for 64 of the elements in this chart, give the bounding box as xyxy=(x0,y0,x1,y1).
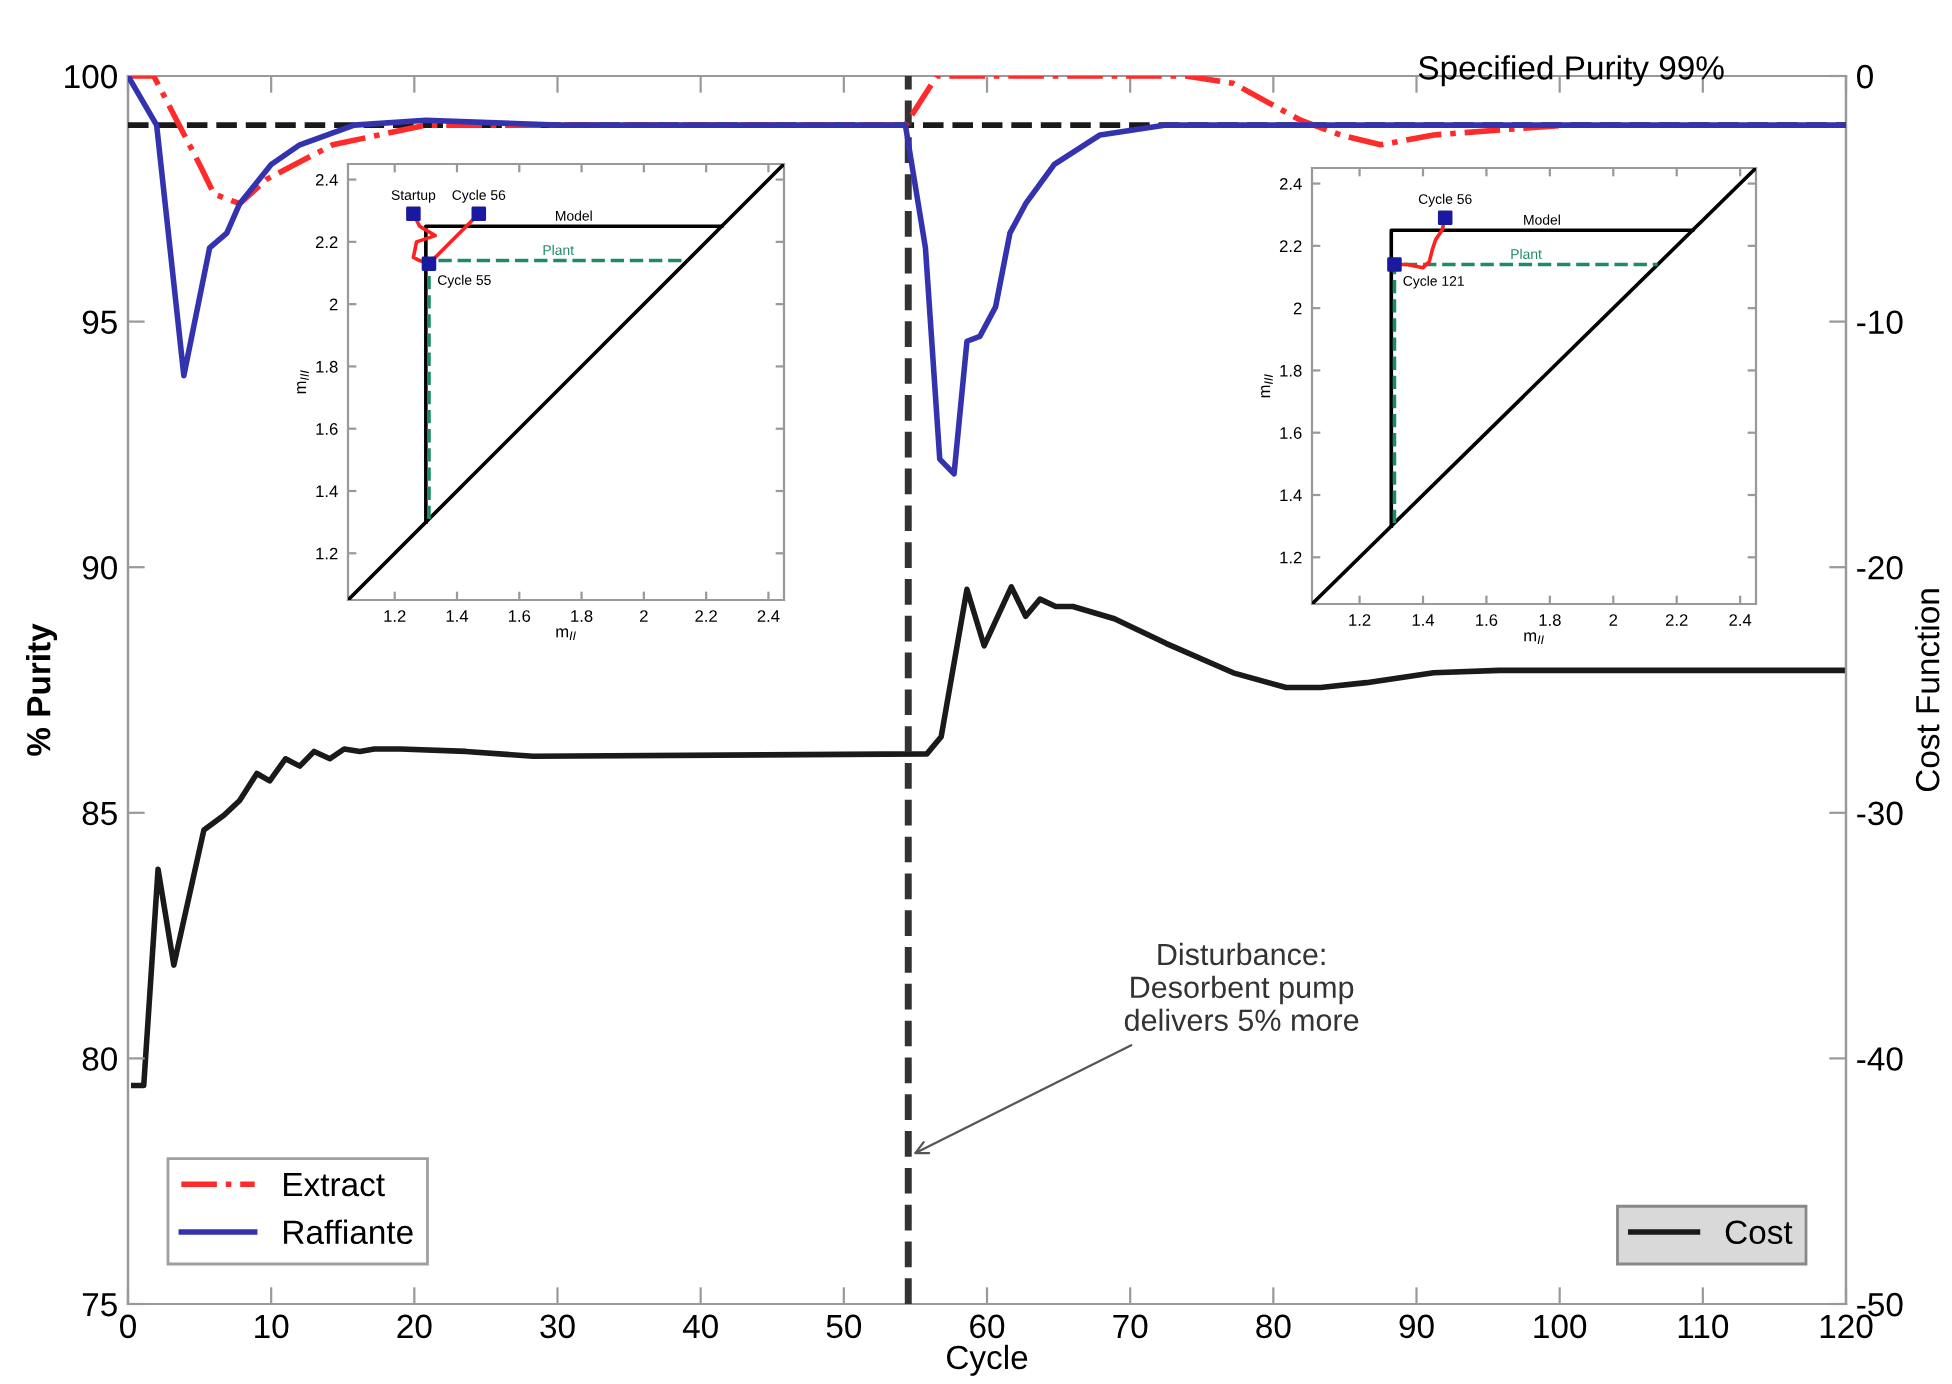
x-tick-label: 50 xyxy=(826,1314,862,1339)
y-tick-label: 1.8 xyxy=(1280,364,1302,377)
x-tick-label: 1.8 xyxy=(571,610,593,622)
y-tick-label: 1.2 xyxy=(316,547,338,560)
x-tick-label: 2.2 xyxy=(695,610,717,622)
x-tick-label: 20 xyxy=(397,1314,432,1339)
legend-label: Raffiante xyxy=(284,1219,413,1245)
x-tick-label: 1.2 xyxy=(1349,614,1371,626)
x-tick-label: 10 xyxy=(255,1314,289,1339)
x-axis-title: Cycle xyxy=(947,1344,1028,1376)
y-tick-label: 85 xyxy=(82,801,117,826)
y2-tick-label: -30 xyxy=(1857,801,1903,826)
x-tick-label: 2.2 xyxy=(1665,614,1688,626)
legend-label: Cost xyxy=(1725,1220,1793,1245)
ref-line-label: Specified Purity 99% xyxy=(1418,55,1724,87)
x-tick-label: 0 xyxy=(120,1314,136,1339)
x-axis-title: m$_{II}$ xyxy=(1524,632,1544,645)
y-tick-label: 1.6 xyxy=(316,423,338,435)
x-tick-label: 110 xyxy=(1678,1314,1729,1339)
y-tick-label: 75 xyxy=(82,1293,117,1317)
legend-label: Extract xyxy=(284,1173,385,1197)
y-tick-label: 1.8 xyxy=(316,360,338,373)
x-tick-label: 1.6 xyxy=(1476,614,1498,626)
y-tick-label: 1.2 xyxy=(1280,551,1302,564)
y-tick-label: 100 xyxy=(65,64,117,89)
y-axis-title: % Purity xyxy=(26,623,58,756)
x-tick-label: 90 xyxy=(1399,1314,1434,1339)
y2-tick-label: 0 xyxy=(1857,64,1873,89)
y-tick-label: 1.6 xyxy=(1280,427,1302,439)
x-axis-title: m$_{II}$ xyxy=(556,628,576,641)
annotation: Disturbance: Desorbent pump delivers 5% more xyxy=(1124,942,1359,1032)
y2-tick-label: -20 xyxy=(1857,556,1903,580)
x-tick-label: 40 xyxy=(682,1314,718,1339)
y-tick-label: 2.4 xyxy=(315,173,338,186)
x-tick-label: 2.4 xyxy=(1729,614,1752,626)
x-tick-label: 60 xyxy=(970,1314,1005,1339)
y2-tick-label: -10 xyxy=(1857,310,1903,335)
x-tick-label: 2 xyxy=(640,610,648,622)
x-tick-label: 2 xyxy=(1609,614,1618,626)
y-axis-title: m$_{III}$ xyxy=(297,370,309,394)
y-tick-label: 95 xyxy=(82,310,117,335)
x-tick-label: 1.8 xyxy=(1539,614,1561,626)
x-tick-label: 1.2 xyxy=(384,610,406,622)
y-tick-label: 90 xyxy=(82,556,117,580)
y-tick-label: 2 xyxy=(329,298,338,311)
y-tick-label: 2 xyxy=(1293,302,1302,315)
y-tick-label: 2.2 xyxy=(1279,240,1302,252)
y-axis-title: m$_{III}$ xyxy=(1261,374,1273,398)
x-tick-label: 70 xyxy=(1113,1314,1148,1339)
x-tick-label: 1.4 xyxy=(446,610,469,622)
y-tick-label: 80 xyxy=(82,1047,117,1071)
x-tick-label: 2.4 xyxy=(757,610,780,622)
y2-tick-label: -50 xyxy=(1857,1292,1903,1317)
y2-axis-title: Cost Function xyxy=(1915,589,1940,792)
y-tick-label: 2.2 xyxy=(315,236,338,248)
x-tick-label: 1.6 xyxy=(508,610,531,622)
x-tick-label: 30 xyxy=(540,1314,575,1339)
x-tick-label: 120 xyxy=(1820,1314,1873,1339)
x-tick-label: 100 xyxy=(1534,1314,1587,1339)
y-tick-label: 2.4 xyxy=(1279,177,1302,190)
x-tick-label: 1.4 xyxy=(1412,614,1435,626)
y-tick-label: 1.4 xyxy=(1280,489,1302,502)
y-tick-label: 1.4 xyxy=(316,485,338,498)
y2-tick-label: -40 xyxy=(1857,1047,1903,1071)
